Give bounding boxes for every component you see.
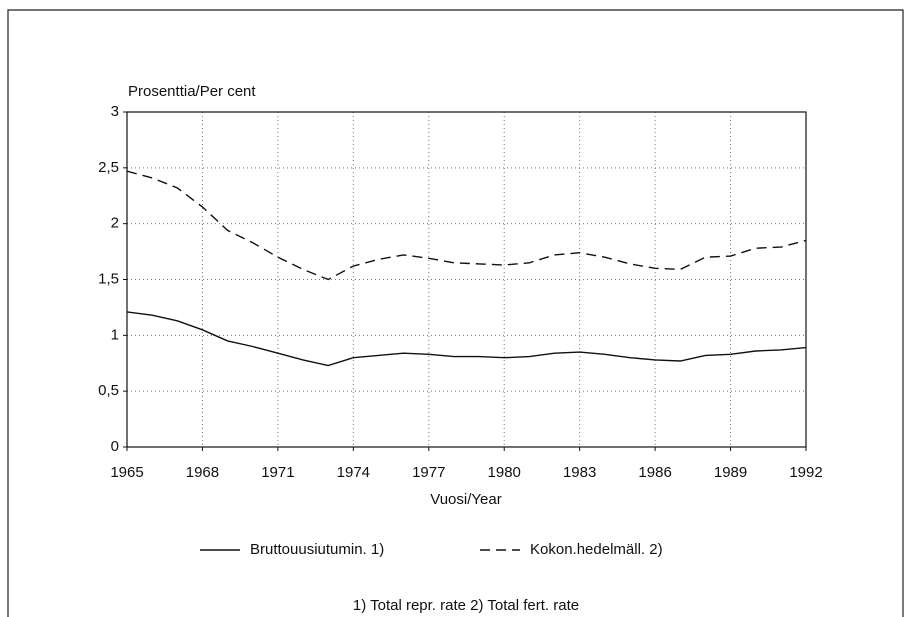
y-tick-label: 2,5 — [98, 159, 119, 176]
series-line — [126, 170, 807, 281]
x-tick-label: 1974 — [337, 464, 370, 481]
y-tick-label: 1 — [111, 326, 119, 343]
plot-frame — [126, 111, 807, 448]
x-tick-label: 1968 — [186, 464, 219, 481]
y-tick-label: 2 — [111, 215, 119, 232]
x-tick-label: 1971 — [261, 464, 294, 481]
x-tick-label: 1989 — [714, 464, 747, 481]
y-tick-label: 0,5 — [98, 382, 119, 399]
y-tick-label: 1,5 — [98, 270, 119, 287]
legend-label: Bruttouusiutumin. 1) — [250, 541, 384, 558]
series-line — [126, 311, 807, 367]
x-tick-label: 1983 — [563, 464, 596, 481]
x-tick-label: 1992 — [789, 464, 822, 481]
y-tick-label: 3 — [111, 103, 119, 120]
y-tick-label: 0 — [111, 438, 119, 455]
x-tick-label: 1965 — [110, 464, 143, 481]
frame — [7, 9, 904, 617]
footnote: 1) Total repr. rate 2) Total fert. rate — [353, 597, 579, 614]
x-axis-label: Vuosi/Year — [430, 491, 501, 508]
y-axis-label: Prosenttia/Per cent — [128, 83, 256, 100]
x-tick-label: 1980 — [488, 464, 521, 481]
legend-label: Kokon.hedelmäll. 2) — [530, 541, 663, 558]
x-tick-label: 1986 — [638, 464, 671, 481]
x-tick-label: 1977 — [412, 464, 445, 481]
